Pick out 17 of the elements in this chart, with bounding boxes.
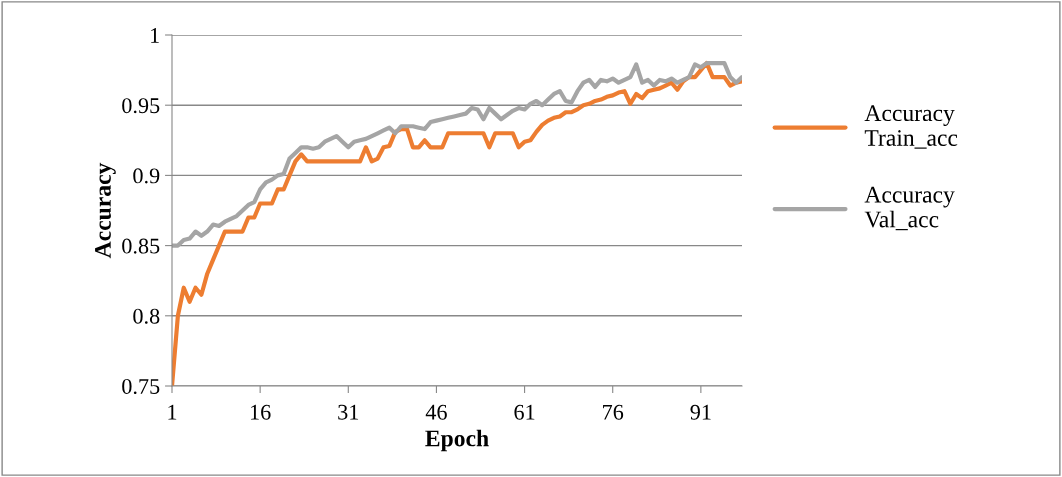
x-axis-title: Epoch (425, 429, 489, 452)
x-tick-label: 16 (250, 404, 271, 420)
y-tick-label: 0.8 (133, 308, 160, 324)
y-tick-label: 0.75 (122, 378, 160, 395)
x-tick-label: 46 (425, 404, 447, 420)
x-tick-label: 76 (603, 404, 624, 420)
x-tick-label: 61 (514, 404, 535, 420)
y-axis-title: Accuracy (95, 162, 116, 259)
y-tick-label: 1 (151, 28, 159, 43)
y-tick-label: 0.85 (122, 238, 160, 254)
x-tick-label: 91 (690, 404, 711, 420)
legend-label: Accuracy Train_acc (864, 105, 958, 149)
y-tick-label: 0.95 (122, 98, 160, 114)
y-tick-label: 0.9 (133, 168, 160, 184)
x-tick-label: 31 (338, 404, 359, 420)
x-tick-label: 1 (168, 404, 177, 420)
legend-label: Accuracy Val_acc (864, 186, 955, 231)
